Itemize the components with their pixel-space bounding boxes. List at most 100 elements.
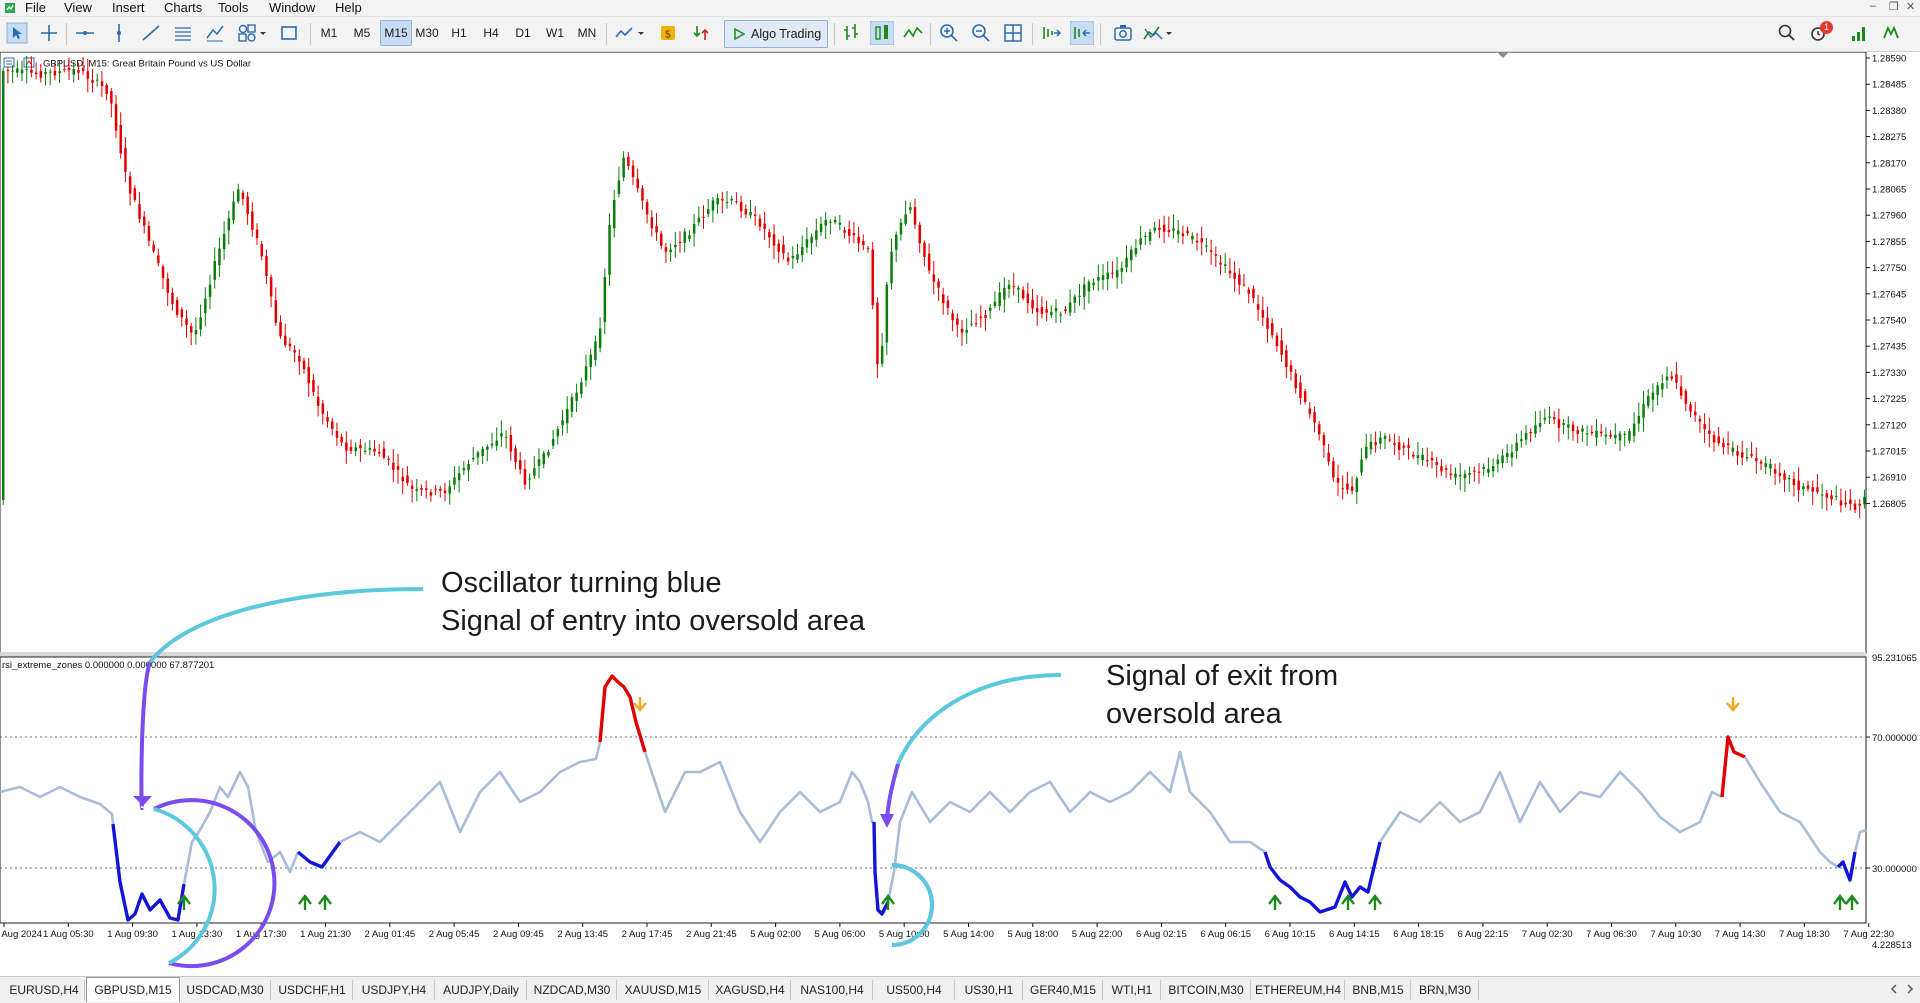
candle-body [1769,463,1772,469]
timeframe-h4[interactable]: H4 [483,26,499,40]
menu-insert[interactable]: Insert [112,0,145,15]
indicators-icon[interactable] [614,22,636,44]
candle-body [1637,415,1641,424]
symbol-tab[interactable]: AUDJPY,Daily [436,980,527,1000]
bar-chart-icon[interactable] [840,22,862,44]
candle-body [895,234,898,250]
symbol-tab[interactable]: ETHEREUM,H4 [1252,980,1345,1000]
crosshair-icon[interactable] [38,22,60,44]
menu-help[interactable]: Help [335,0,362,15]
chevron-down-icon[interactable] [636,22,646,44]
candle-body [1647,395,1650,406]
candle-body [725,202,729,204]
trendline-icon[interactable] [140,22,162,44]
menu-file[interactable]: File [25,0,46,15]
timeframe-mn[interactable]: MN [577,26,597,40]
symbol-tab[interactable]: USDCHF,H1 [272,980,353,1000]
candle-body [119,125,122,154]
buy-signal-arrow [318,894,332,910]
symbol-tab[interactable]: BRN,M30 [1412,980,1479,1000]
chart-shift-icon[interactable] [1070,21,1094,45]
symbol-tab[interactable]: WTI,H1 [1104,980,1161,1000]
oscillator-line-segment [1743,756,1839,869]
symbol-tab[interactable]: US30,H1 [956,980,1023,1000]
chevron-down-icon[interactable] [258,22,268,44]
chart-shift-marker[interactable] [1497,52,1509,58]
candle-body [204,298,207,314]
community-icon[interactable] [1880,22,1902,44]
restore-icon[interactable]: ❐ [1889,1,1899,13]
symbol-tab[interactable]: EURUSD,H4 [4,980,85,1000]
channel-icon[interactable] [172,22,194,44]
candle-body [1083,284,1086,297]
candle-body [777,243,780,252]
candle-body [81,68,85,71]
symbol-tab[interactable]: NAS100,H4 [792,980,873,1000]
candle-body [1816,487,1819,492]
candle-body [711,200,715,211]
candle-body [556,428,560,437]
timeframe-d1[interactable]: D1 [515,26,531,40]
symbol-tab[interactable]: GBPUSD,M15 [86,977,180,1002]
symbol-tab[interactable]: XAGUSD,H4 [710,980,791,1000]
tabs-scroll-right-icon[interactable] [1904,982,1916,996]
symbol-tab[interactable]: NZDCAD,M30 [528,980,617,1000]
pane-separator[interactable] [0,652,1866,657]
templates-icon[interactable] [1142,22,1164,44]
chart-area[interactable]: GBPUSD, M15: Great Britain Pound vs US D… [0,52,1920,976]
symbol-tab[interactable]: USDCAD,M30 [180,980,271,1000]
minimize-icon[interactable]: – [1870,0,1877,12]
zoom-out-icon[interactable] [970,22,992,44]
autoscroll-icon[interactable] [1040,22,1062,44]
chevron-down-icon[interactable] [1164,22,1174,44]
menu-view[interactable]: View [64,0,92,15]
timeframe-h1[interactable]: H1 [451,26,467,40]
search-icon[interactable] [1776,22,1798,44]
fibonacci-icon[interactable] [204,22,226,44]
chart-properties-icon[interactable] [23,57,35,68]
candlestick-icon[interactable] [870,21,894,45]
menu-window[interactable]: Window [269,0,316,15]
symbol-tab[interactable]: BNB,M15 [1346,980,1411,1000]
symbol-tab[interactable]: US500,H4 [874,980,955,1000]
symbol-tab[interactable]: XAUUSD,M15 [618,980,709,1000]
notifications-icon[interactable] [1808,22,1830,44]
symbol-tab[interactable]: GER40,M15 [1024,980,1103,1000]
candle-body [1064,309,1067,311]
rectangle-tool-icon[interactable] [278,22,300,44]
candle-body [1600,431,1603,434]
tabs-scroll-left-icon[interactable] [1888,982,1900,996]
timeframe-m1[interactable]: M1 [320,26,338,40]
timeframe-w1[interactable]: W1 [546,26,564,40]
symbol-tab[interactable]: USDJPY,H4 [354,980,435,1000]
shapes-icon[interactable] [236,22,258,44]
screenshot-icon[interactable] [1112,22,1134,44]
annotation-exit [880,673,1062,947]
signal-level-icon[interactable] [1848,22,1870,44]
algo-trading-button[interactable]: Algo Trading [724,20,828,48]
cursor-icon[interactable] [6,22,28,44]
timeframe-m5[interactable]: M5 [353,26,371,40]
symbol-tab[interactable]: BITCOIN,M30 [1162,980,1251,1000]
candle-body [1068,302,1072,313]
menu-charts[interactable]: Charts [164,0,203,15]
candle-body [406,475,409,484]
zoom-in-icon[interactable] [938,22,960,44]
candle-body [1040,307,1044,314]
timeframe-m15[interactable]: M15 [380,20,412,46]
candle-body [848,229,851,236]
line-chart-icon[interactable] [902,22,924,44]
price-axis[interactable]: 1.28590 1.28485 1.28380 1.28275 1.28170 1.280… [1866,54,1917,952]
horizontal-line-icon[interactable] [74,22,96,44]
timeframe-m30[interactable]: M30 [415,26,439,40]
close-icon[interactable]: ✕ [1906,1,1916,13]
candle-body [1355,478,1359,493]
grid-icon[interactable] [1002,22,1024,44]
one-click-trading-icon[interactable] [690,22,712,44]
menu-tools[interactable]: Tools [218,0,249,15]
chart-menu-icon[interactable] [3,57,15,68]
dollar-icon[interactable]: $ [657,22,679,44]
candle-body [1750,453,1753,456]
vertical-line-icon[interactable] [108,22,130,44]
